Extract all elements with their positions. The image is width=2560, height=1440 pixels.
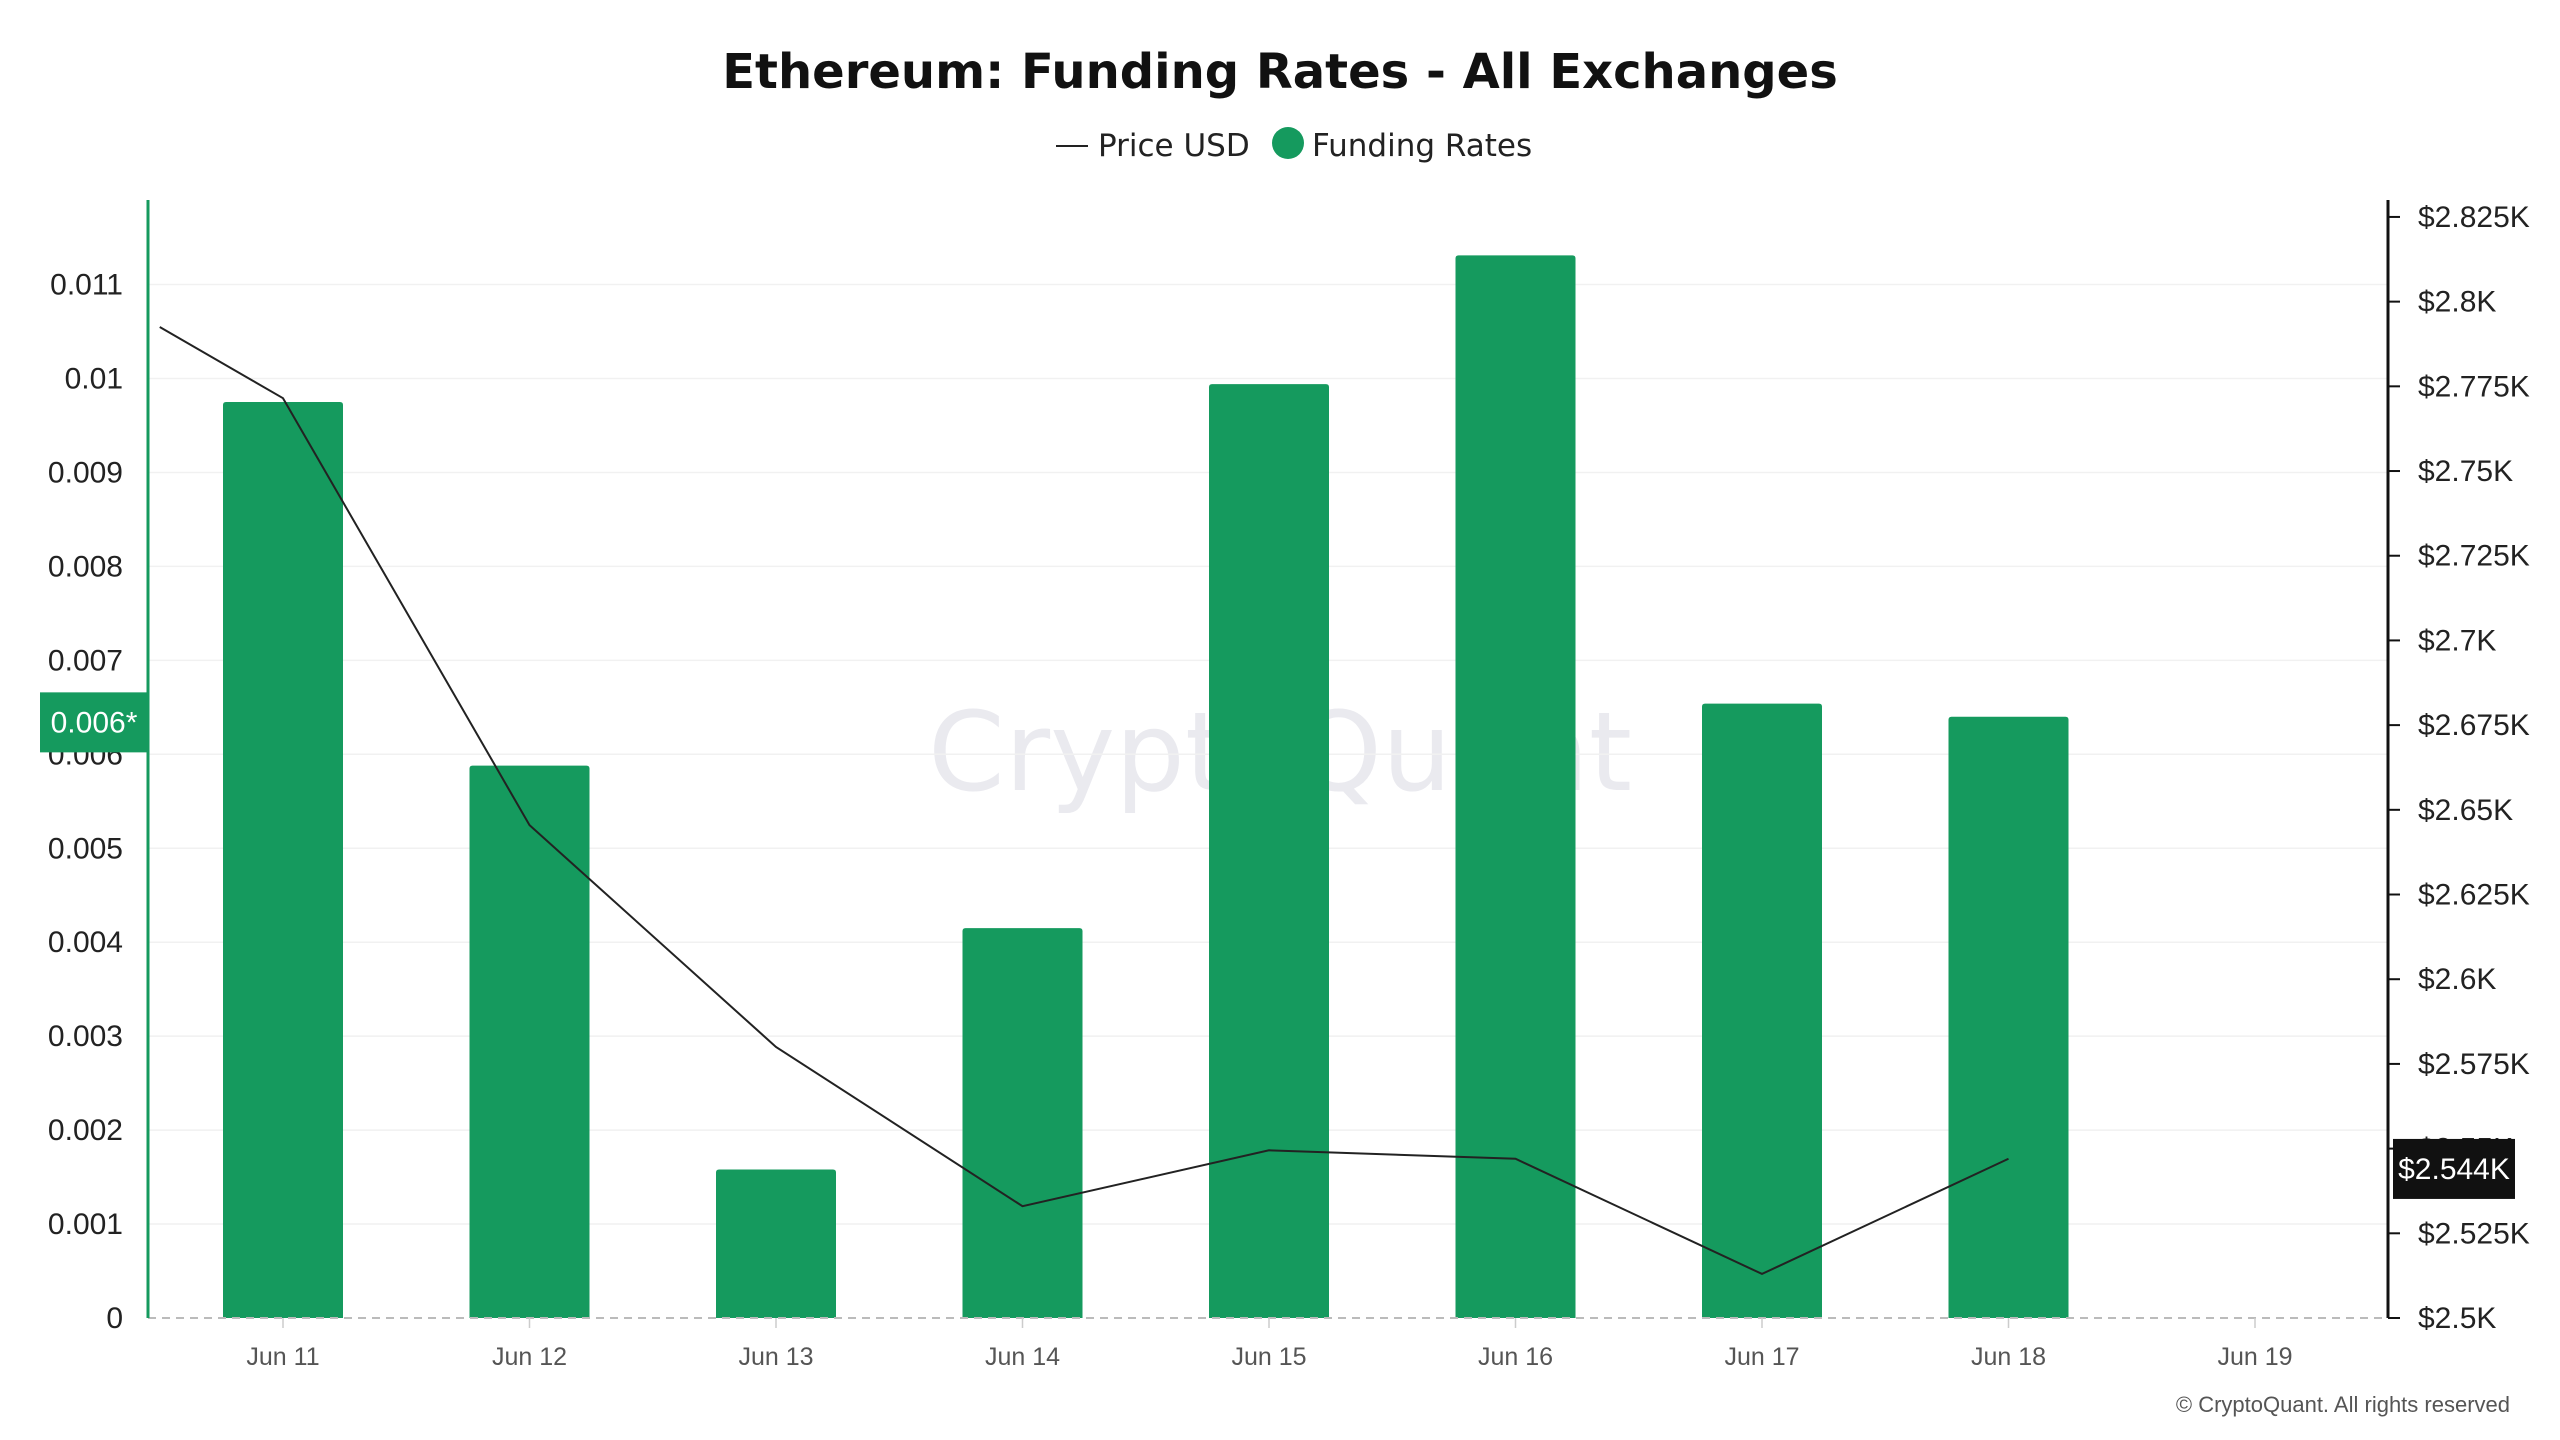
legend-funding-dot-icon	[1272, 127, 1304, 159]
right-tick-label: $2.525K	[2418, 1217, 2530, 1250]
legend-funding-label[interactable]: Funding Rates	[1312, 128, 1532, 164]
right-tick-label: $2.75K	[2418, 455, 2513, 488]
x-tick-label: Jun 19	[2217, 1343, 2292, 1371]
x-tick-label: Jun 12	[492, 1343, 567, 1371]
right-tick-label: $2.775K	[2418, 370, 2530, 403]
x-tick-label: Jun 17	[1724, 1343, 1799, 1371]
axis-badges: 0.006* $2.544K	[40, 692, 2515, 1199]
left-axis-ticks: 00.0010.0020.0030.0040.0050.0060.0070.00…	[48, 269, 123, 1335]
funding-bars	[223, 255, 2069, 1319]
x-tick-label: Jun 15	[1231, 1343, 1306, 1371]
left-tick-label: 0.01	[65, 363, 123, 396]
funding-bar[interactable]	[1702, 703, 1822, 1318]
right-tick-label: $2.65K	[2418, 794, 2513, 827]
chart-legend[interactable]: Price USD Funding Rates	[1056, 127, 1532, 164]
x-axis-ticks: Jun 11 Jun 12 Jun 13 Jun 14 Jun 15 Jun 16 Jun …	[246, 1318, 2293, 1371]
left-tick-label: 0.009	[48, 456, 123, 489]
right-tick-label: $2.7K	[2418, 624, 2496, 657]
left-tick-label: 0.005	[48, 832, 123, 865]
left-value-badge	[40, 692, 148, 753]
right-tick-label: $2.725K	[2418, 540, 2530, 573]
left-tick-label: 0.003	[48, 1020, 123, 1053]
funding-bar[interactable]	[223, 401, 343, 1319]
left-tick-label: 0	[106, 1302, 123, 1335]
funding-bar[interactable]	[716, 1169, 836, 1318]
right-tick-label: $2.6K	[2418, 963, 2496, 996]
right-tick-label: $2.625K	[2418, 879, 2530, 912]
right-tick-label: $2.8K	[2418, 286, 2496, 319]
chart-title: Ethereum: Funding Rates - All Exchanges	[722, 44, 1838, 100]
right-value-badge	[2393, 1138, 2515, 1199]
right-tick-label: $2.675K	[2418, 709, 2530, 742]
x-tick-label: Jun 16	[1478, 1343, 1553, 1371]
x-tick-label: Jun 18	[1971, 1343, 2046, 1371]
funding-bar[interactable]	[469, 765, 590, 1318]
left-tick-label: 0.004	[48, 926, 123, 959]
right-tick-label: $2.575K	[2418, 1048, 2530, 1081]
funding-bar[interactable]	[1209, 384, 1329, 1318]
x-tick-label: Jun 11	[246, 1343, 319, 1371]
left-tick-label: 0.001	[48, 1208, 123, 1241]
copyright: © CryptoQuant. All rights reserved	[2176, 1392, 2510, 1417]
left-tick-label: 0.008	[48, 550, 123, 583]
right-tick-label: $2.825K	[2418, 201, 2530, 234]
funding-bar[interactable]	[1455, 255, 1576, 1318]
price-line	[159, 326, 2009, 1276]
right-tick-label: $2.5K	[2418, 1302, 2496, 1335]
legend-price-label[interactable]: Price USD	[1098, 128, 1250, 164]
left-value-badge-label: 0.006*	[51, 706, 138, 739]
funding-bar[interactable]	[1948, 716, 2069, 1318]
right-value-badge-label: $2.544K	[2398, 1153, 2510, 1186]
funding-bar[interactable]	[962, 928, 1083, 1318]
left-tick-label: 0.007	[48, 644, 123, 677]
price-line-path[interactable]	[159, 326, 2009, 1276]
x-tick-label: Jun 14	[985, 1343, 1060, 1371]
left-tick-label: 0.011	[50, 269, 123, 302]
left-tick-label: 0.002	[48, 1114, 123, 1147]
x-tick-label: Jun 13	[738, 1343, 813, 1371]
